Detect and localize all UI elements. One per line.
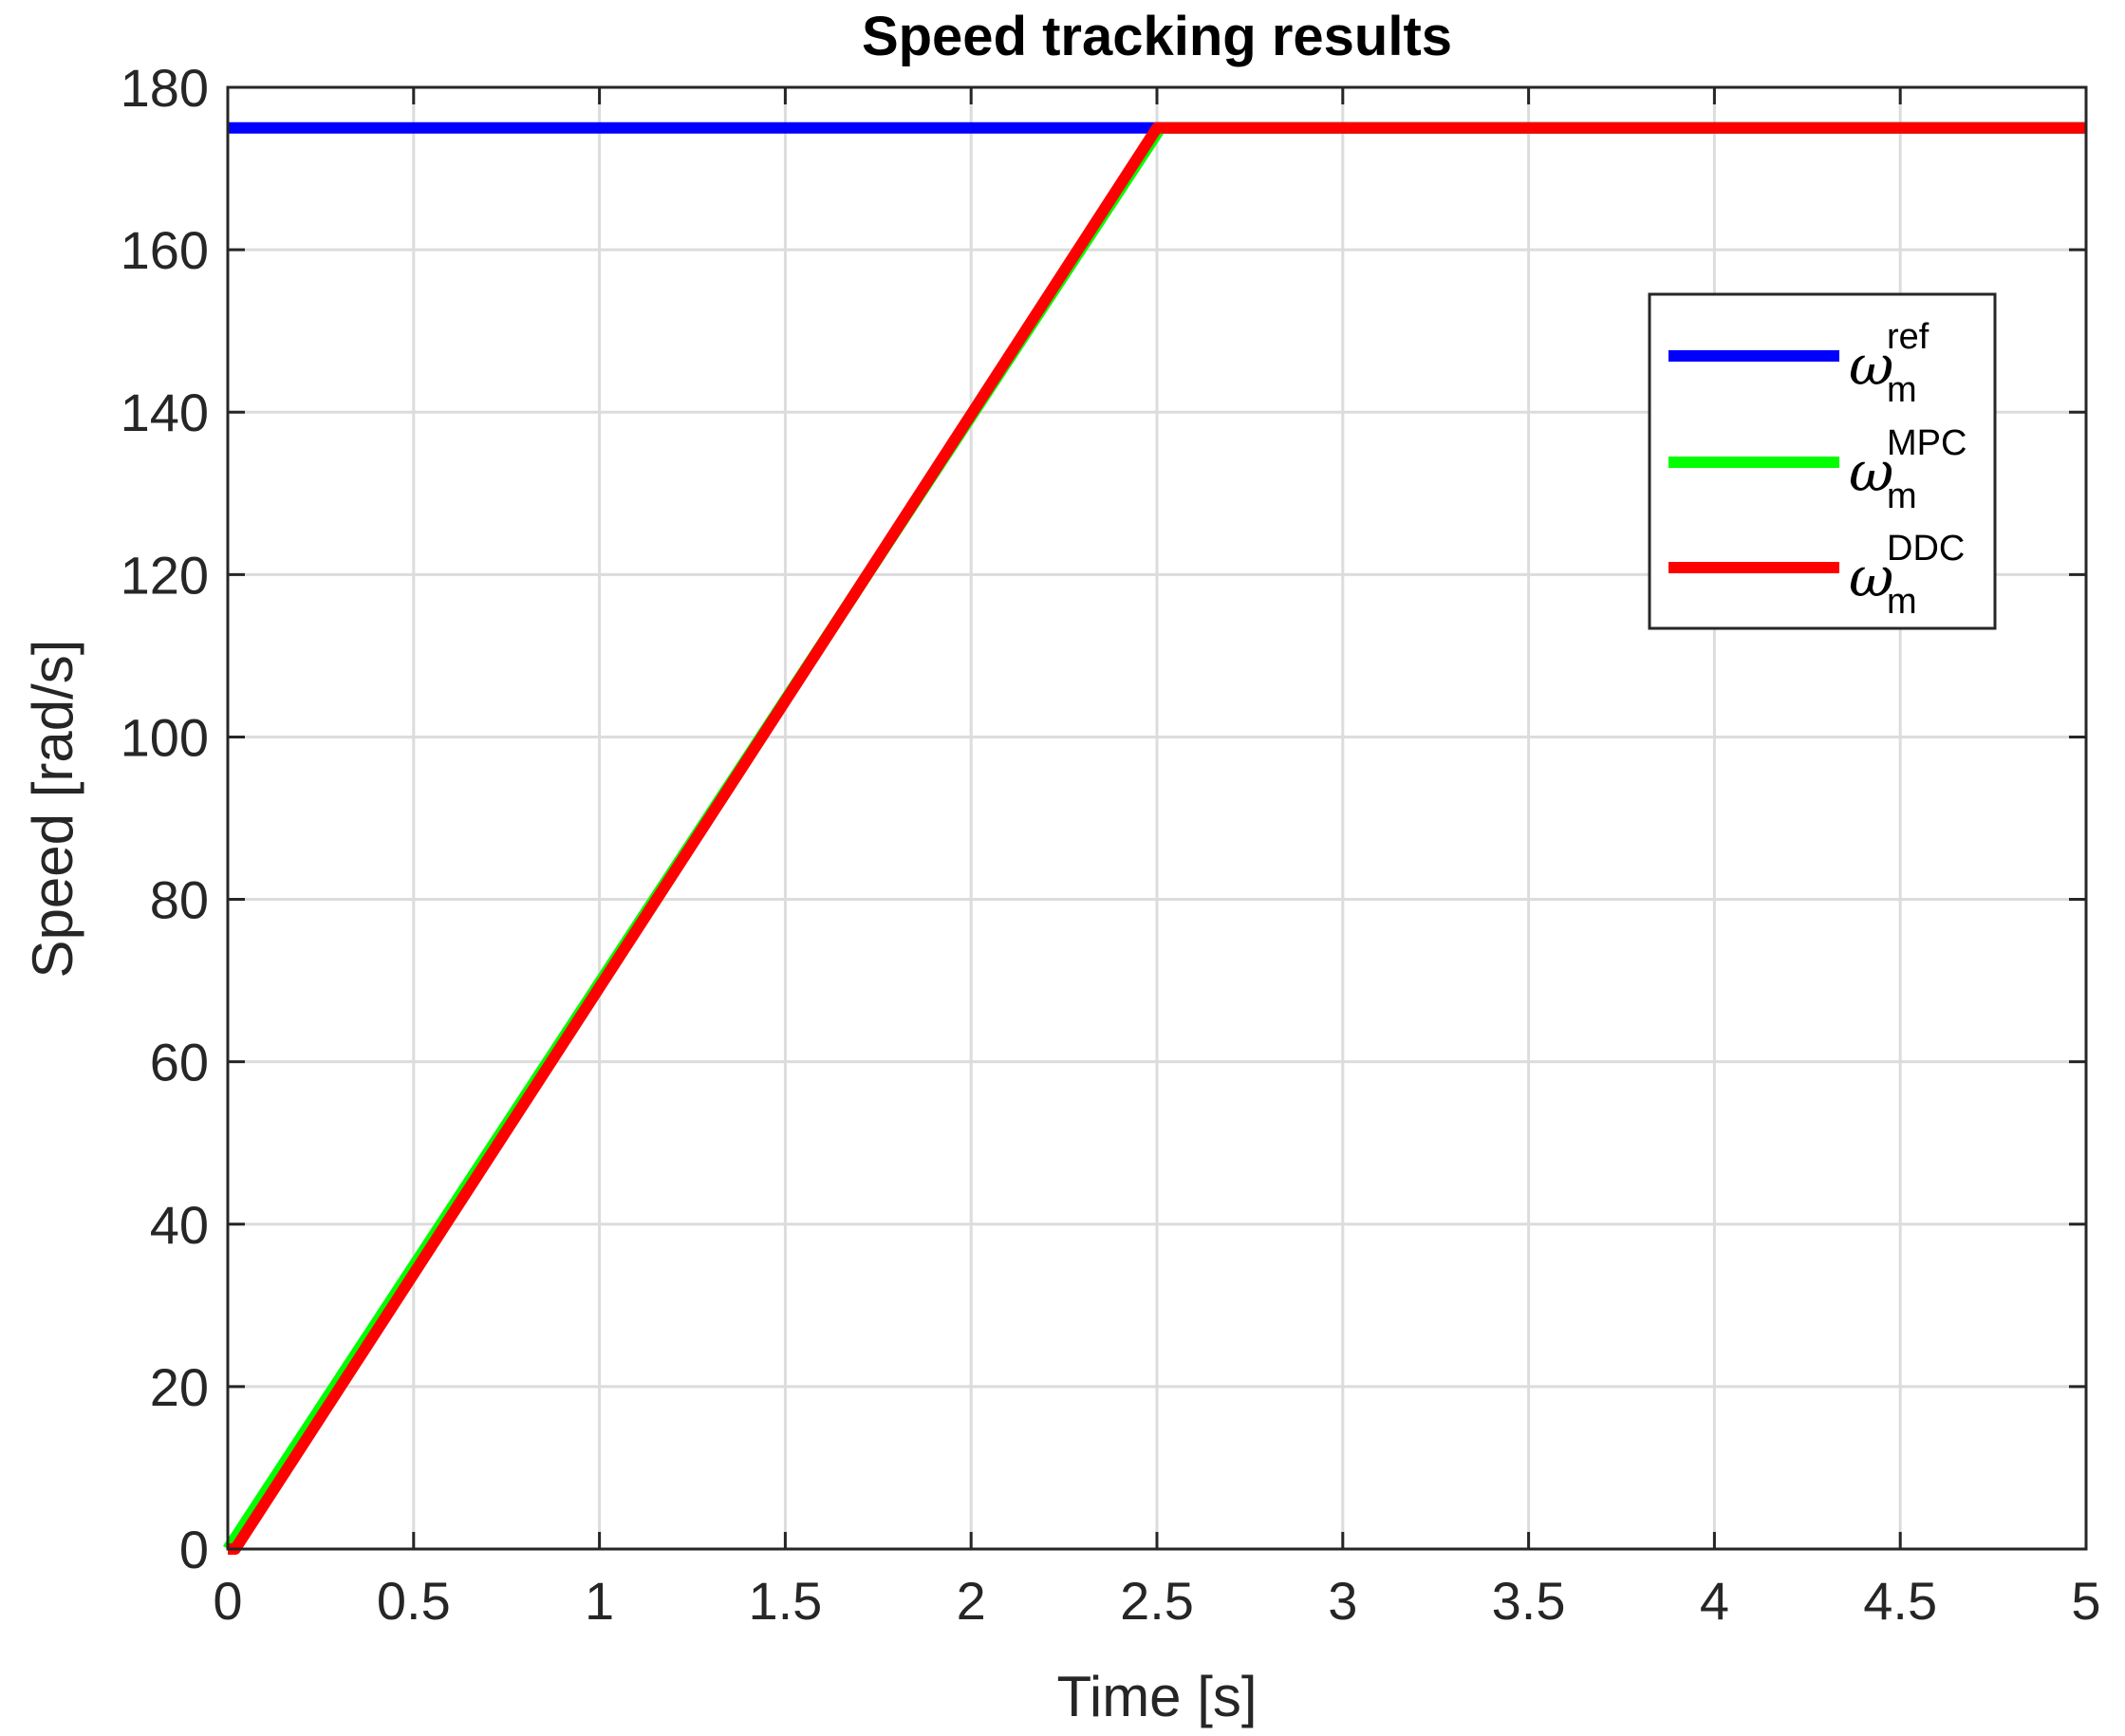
x-axis-label: Time [s] (1056, 1665, 1257, 1728)
legend-subscript-ddc: m (1887, 582, 1917, 622)
y-tick-label: 160 (121, 220, 209, 280)
x-tick-label: 5 (2071, 1571, 2100, 1631)
legend-symbol-ddc: ω (1849, 545, 1893, 609)
legend-subscript-ref: m (1887, 370, 1917, 410)
y-tick-label: 60 (150, 1033, 209, 1092)
grid (228, 87, 2086, 1549)
axes (226, 85, 2088, 1551)
legend-superscript-ddc: DDC (1887, 529, 1965, 569)
y-tick-label: 120 (121, 545, 209, 605)
y-tick-label: 40 (150, 1195, 209, 1255)
x-tick-label: 2.5 (1120, 1571, 1194, 1631)
y-tick-label: 180 (121, 58, 209, 118)
x-tick-label: 3.5 (1492, 1571, 1566, 1631)
legend-symbol-mpc: ω (1849, 439, 1893, 504)
y-axis-label: Speed [rad/s] (21, 640, 84, 979)
y-tick-label: 0 (179, 1520, 209, 1579)
y-tick-label: 80 (150, 870, 209, 930)
chart-title: Speed tracking results (862, 6, 1452, 67)
x-tick-label: 0.5 (377, 1571, 451, 1631)
x-tick-label: 2 (957, 1571, 986, 1631)
x-tick-label: 1 (585, 1571, 614, 1631)
legend-subscript-mpc: m (1887, 476, 1917, 516)
legend-superscript-ref: ref (1887, 317, 1929, 357)
legend-superscript-mpc: MPC (1887, 423, 1967, 463)
y-tick-label: 100 (121, 707, 209, 767)
x-tick-label: 0 (213, 1571, 242, 1631)
y-tick-label: 20 (150, 1357, 209, 1417)
x-tick-label: 1.5 (748, 1571, 822, 1631)
x-tick-label: 4 (1700, 1571, 1729, 1631)
y-tick-label: 140 (121, 383, 209, 442)
legend-symbol-ref: ω (1849, 333, 1893, 398)
x-tick-label: 4.5 (1863, 1571, 1937, 1631)
tick-labels: 0 0.5 1 1.5 2 2.5 3 3.5 4 4.5 5 0 20 40 60 80 100 120 140 1… (121, 58, 2101, 1631)
x-tick-label: 3 (1328, 1571, 1357, 1631)
